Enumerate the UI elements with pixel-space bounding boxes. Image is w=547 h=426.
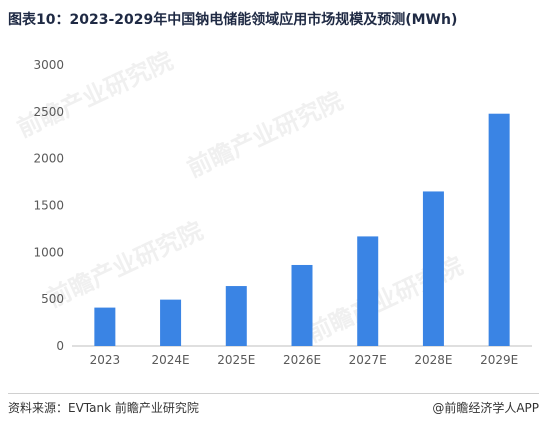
y-tick-label: 500 (41, 292, 64, 306)
x-tick-label: 2028E (414, 353, 452, 367)
bar-2028E (422, 191, 444, 346)
y-tick-label: 2500 (33, 105, 64, 119)
y-tick-label: 1500 (33, 199, 64, 213)
bar-2024E (160, 299, 182, 346)
x-tick-label: 2023 (90, 353, 121, 367)
brand-text: @前瞻经济学人APP (432, 401, 539, 415)
x-tick-label: 2024E (152, 353, 190, 367)
footer-divider (8, 393, 539, 394)
bar-2029E (488, 113, 510, 346)
bar-2023 (94, 307, 116, 346)
brand-label: @前瞻经济学人APP (432, 399, 539, 416)
y-tick-label: 0 (56, 339, 64, 353)
bar-2027E (357, 236, 379, 346)
bar-2026E (291, 264, 313, 346)
chart-title: 图表10：2023-2029年中国钠电储能领域应用市场规模及预测(MWh) (8, 12, 458, 28)
bars (94, 113, 510, 346)
source-note: 资料来源：EVTank 前瞻产业研究院 (8, 401, 199, 415)
y-tick-label: 1000 (33, 245, 64, 259)
x-tick-label: 2026E (283, 353, 321, 367)
y-axis-ticks: 0 500 1000 1500 2000 2500 3000 (33, 58, 64, 353)
y-tick-label: 3000 (33, 58, 64, 72)
y-tick-label: 2000 (33, 152, 64, 166)
bar-2025E (225, 286, 247, 346)
x-tick-label: 2027E (349, 353, 387, 367)
x-axis-labels: 2023 2024E 2025E 2026E 2027E 2028E 2029E (90, 353, 519, 367)
x-tick-label: 2025E (217, 353, 255, 367)
x-tick-label: 2029E (480, 353, 518, 367)
